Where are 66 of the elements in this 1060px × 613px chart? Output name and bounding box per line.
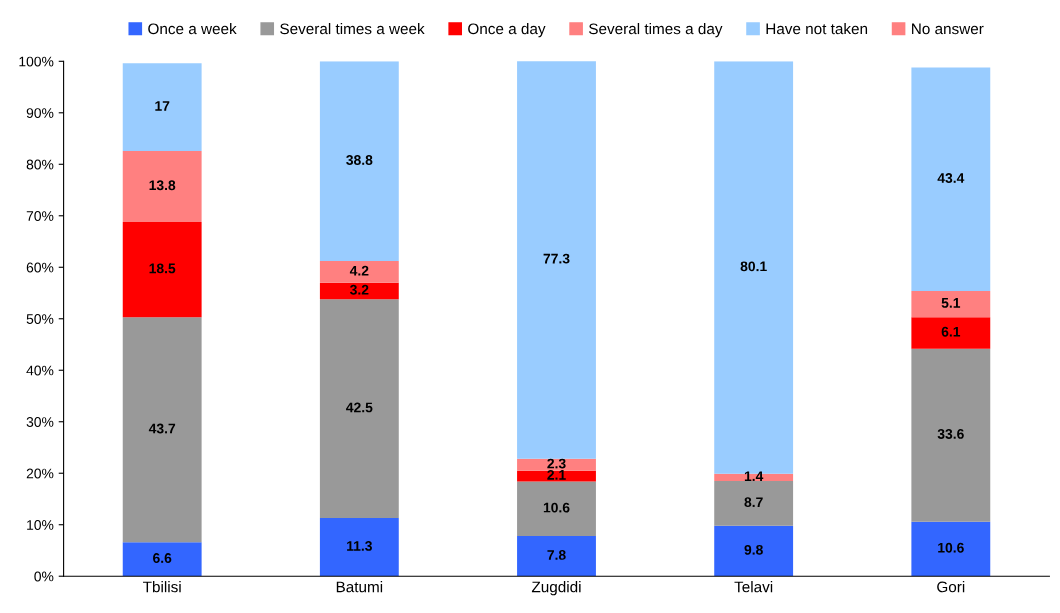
data-label: 6.1 [941, 326, 961, 337]
legend-label: Once a week [148, 23, 237, 35]
y-tick-label: 10% [27, 520, 54, 530]
bar [319, 518, 399, 577]
bar [122, 221, 202, 318]
data-label: 11.3 [347, 541, 372, 551]
y-tick-label: 80% [26, 159, 54, 170]
legend-label: Several times a week [280, 23, 425, 35]
x-tick-label: Telavi [734, 581, 773, 593]
bar [911, 521, 991, 577]
data-label: 6.6 [153, 553, 172, 563]
data-label: 9.8 [744, 544, 763, 555]
x-tick-label: Gori [937, 581, 965, 593]
data-label: 17 [155, 101, 170, 111]
data-label: 7.8 [547, 550, 566, 560]
y-tick-label: 0% [34, 571, 54, 582]
bar [517, 481, 596, 537]
data-label: 43.7 [148, 423, 176, 434]
legend-label: Have not taken [766, 23, 868, 35]
y-tick-label: 100% [19, 56, 54, 67]
data-label: 33.6 [937, 429, 964, 439]
bar [319, 299, 399, 519]
y-tick-label: 20% [26, 468, 54, 479]
y-tick-label: 30% [26, 417, 54, 427]
data-label: 4.2 [349, 265, 369, 276]
data-label: 42.5 [346, 402, 373, 413]
y-tick-label: 50% [26, 314, 54, 324]
y-tick-label: 40% [26, 365, 54, 376]
bar [517, 61, 596, 459]
bar [911, 348, 991, 522]
bar [122, 542, 202, 577]
bar [517, 536, 596, 577]
data-label: 2.3 [547, 458, 566, 469]
data-label: 80.1 [740, 261, 767, 272]
data-label: 3.2 [350, 284, 369, 295]
legend-label: No answer [912, 23, 984, 35]
x-tick-label: Batumi [336, 581, 383, 593]
data-label: 43.4 [937, 173, 965, 183]
bar [714, 525, 794, 577]
y-tick-label: 90% [26, 108, 54, 118]
bar [319, 261, 399, 283]
legend-label: Several times a day [589, 23, 723, 38]
bar [911, 290, 991, 318]
data-label: 10.6 [543, 502, 570, 513]
bar [911, 67, 991, 291]
data-label: 8.7 [744, 497, 763, 508]
data-label: 5.1 [941, 298, 961, 308]
bar [319, 282, 399, 300]
data-label: 18.5 [149, 263, 176, 274]
data-label: 2.1 [547, 469, 566, 480]
bar [122, 317, 202, 543]
bar [319, 61, 399, 262]
bar [911, 317, 991, 349]
x-tick-label: Tbilisi [143, 581, 181, 593]
data-label: 10.6 [938, 542, 964, 553]
data-label: 1.4 [744, 471, 764, 481]
bar [714, 480, 794, 526]
legend-label: Once a day [468, 23, 546, 38]
y-tick-label: 70% [26, 211, 54, 221]
bar [122, 63, 202, 151]
y-tick-label: 60% [26, 262, 54, 273]
data-label: 13.8 [149, 180, 176, 191]
data-label: 77.3 [543, 253, 570, 264]
bar [122, 150, 202, 222]
data-label: 38.8 [346, 155, 373, 165]
x-tick-label: Zugdidi [531, 581, 581, 596]
